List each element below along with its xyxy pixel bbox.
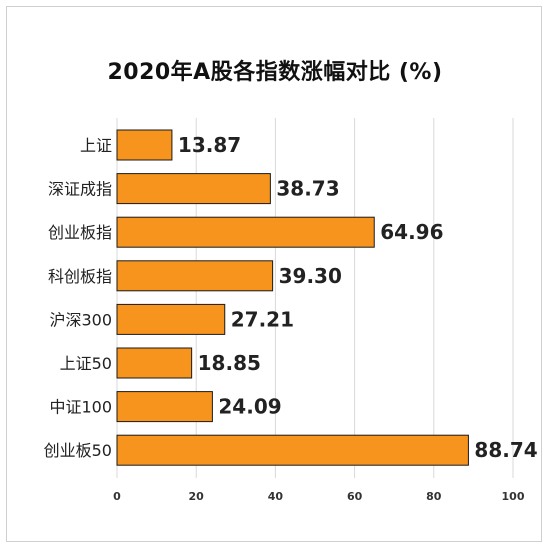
value-label: 39.30 [279, 264, 342, 288]
x-tick-label: 20 [189, 490, 205, 503]
x-tick-label: 0 [113, 490, 121, 503]
category-label: 创业板50 [44, 441, 112, 460]
bars [116, 129, 469, 466]
bar [116, 347, 193, 379]
x-tick-label: 40 [268, 490, 284, 503]
bar [116, 303, 226, 335]
bar [116, 391, 213, 423]
bar [116, 173, 271, 205]
x-tick-label: 100 [502, 490, 525, 503]
value-labels: 13.87 38.73 64.96 39.30 27.21 18.85 24.09 88.74 [178, 133, 538, 462]
category-label: 中证100 [49, 398, 112, 417]
bar [116, 216, 375, 248]
value-label: 13.87 [178, 133, 241, 157]
x-tick-label: 80 [426, 490, 442, 503]
x-tick-label: 60 [347, 490, 363, 503]
bar [116, 260, 274, 292]
grid-lines [116, 118, 514, 478]
value-label: 38.73 [276, 177, 339, 201]
value-label: 88.74 [474, 438, 537, 462]
bar [116, 434, 469, 466]
category-label: 上证 [80, 136, 112, 155]
chart-title: 2020年A股各指数涨幅对比 (%) [107, 60, 443, 85]
category-label: 创业板指 [48, 223, 112, 242]
category-label: 沪深300 [49, 310, 112, 329]
value-label: 18.85 [198, 351, 261, 375]
bar [116, 129, 173, 161]
value-label: 24.09 [218, 395, 281, 419]
value-label: 64.96 [380, 220, 443, 244]
category-label: 上证50 [60, 354, 112, 373]
value-label: 27.21 [231, 307, 294, 331]
category-label: 深证成指 [48, 180, 112, 199]
category-label: 科创板指 [48, 267, 112, 286]
x-tick-labels: 0 20 40 60 80 100 [113, 490, 525, 503]
